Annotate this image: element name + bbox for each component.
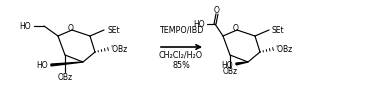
Text: TEMPO/IBD: TEMPO/IBD [159,25,203,35]
Text: HO: HO [221,61,233,69]
Text: 'OBz: 'OBz [110,44,127,53]
Text: O: O [68,24,74,32]
Text: O: O [233,24,239,32]
Polygon shape [51,62,83,66]
Text: HO: HO [194,20,205,28]
Text: 85%: 85% [172,61,190,70]
Text: OBz: OBz [222,66,238,76]
Text: OBz: OBz [57,73,73,82]
Polygon shape [236,62,248,65]
Text: SEt: SEt [272,25,285,35]
Text: 'OBz: 'OBz [275,44,292,53]
Text: HO: HO [36,61,48,70]
Text: SEt: SEt [107,25,120,35]
Text: O: O [214,5,220,15]
Text: HO: HO [19,21,31,31]
Text: CH₂Cl₂/H₂O: CH₂Cl₂/H₂O [159,50,203,60]
